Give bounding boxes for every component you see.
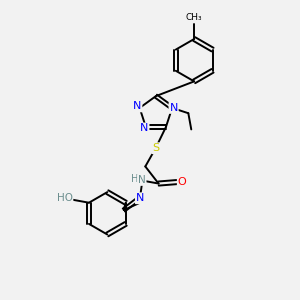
Text: HO: HO [56, 193, 73, 203]
Text: N: N [169, 103, 178, 113]
Text: O: O [178, 177, 187, 187]
Text: S: S [152, 143, 159, 153]
Text: N: N [133, 101, 142, 111]
Text: N: N [140, 124, 148, 134]
Text: CH₃: CH₃ [186, 13, 202, 22]
Text: N: N [136, 193, 144, 203]
Text: H: H [131, 174, 139, 184]
Text: N: N [138, 175, 146, 185]
